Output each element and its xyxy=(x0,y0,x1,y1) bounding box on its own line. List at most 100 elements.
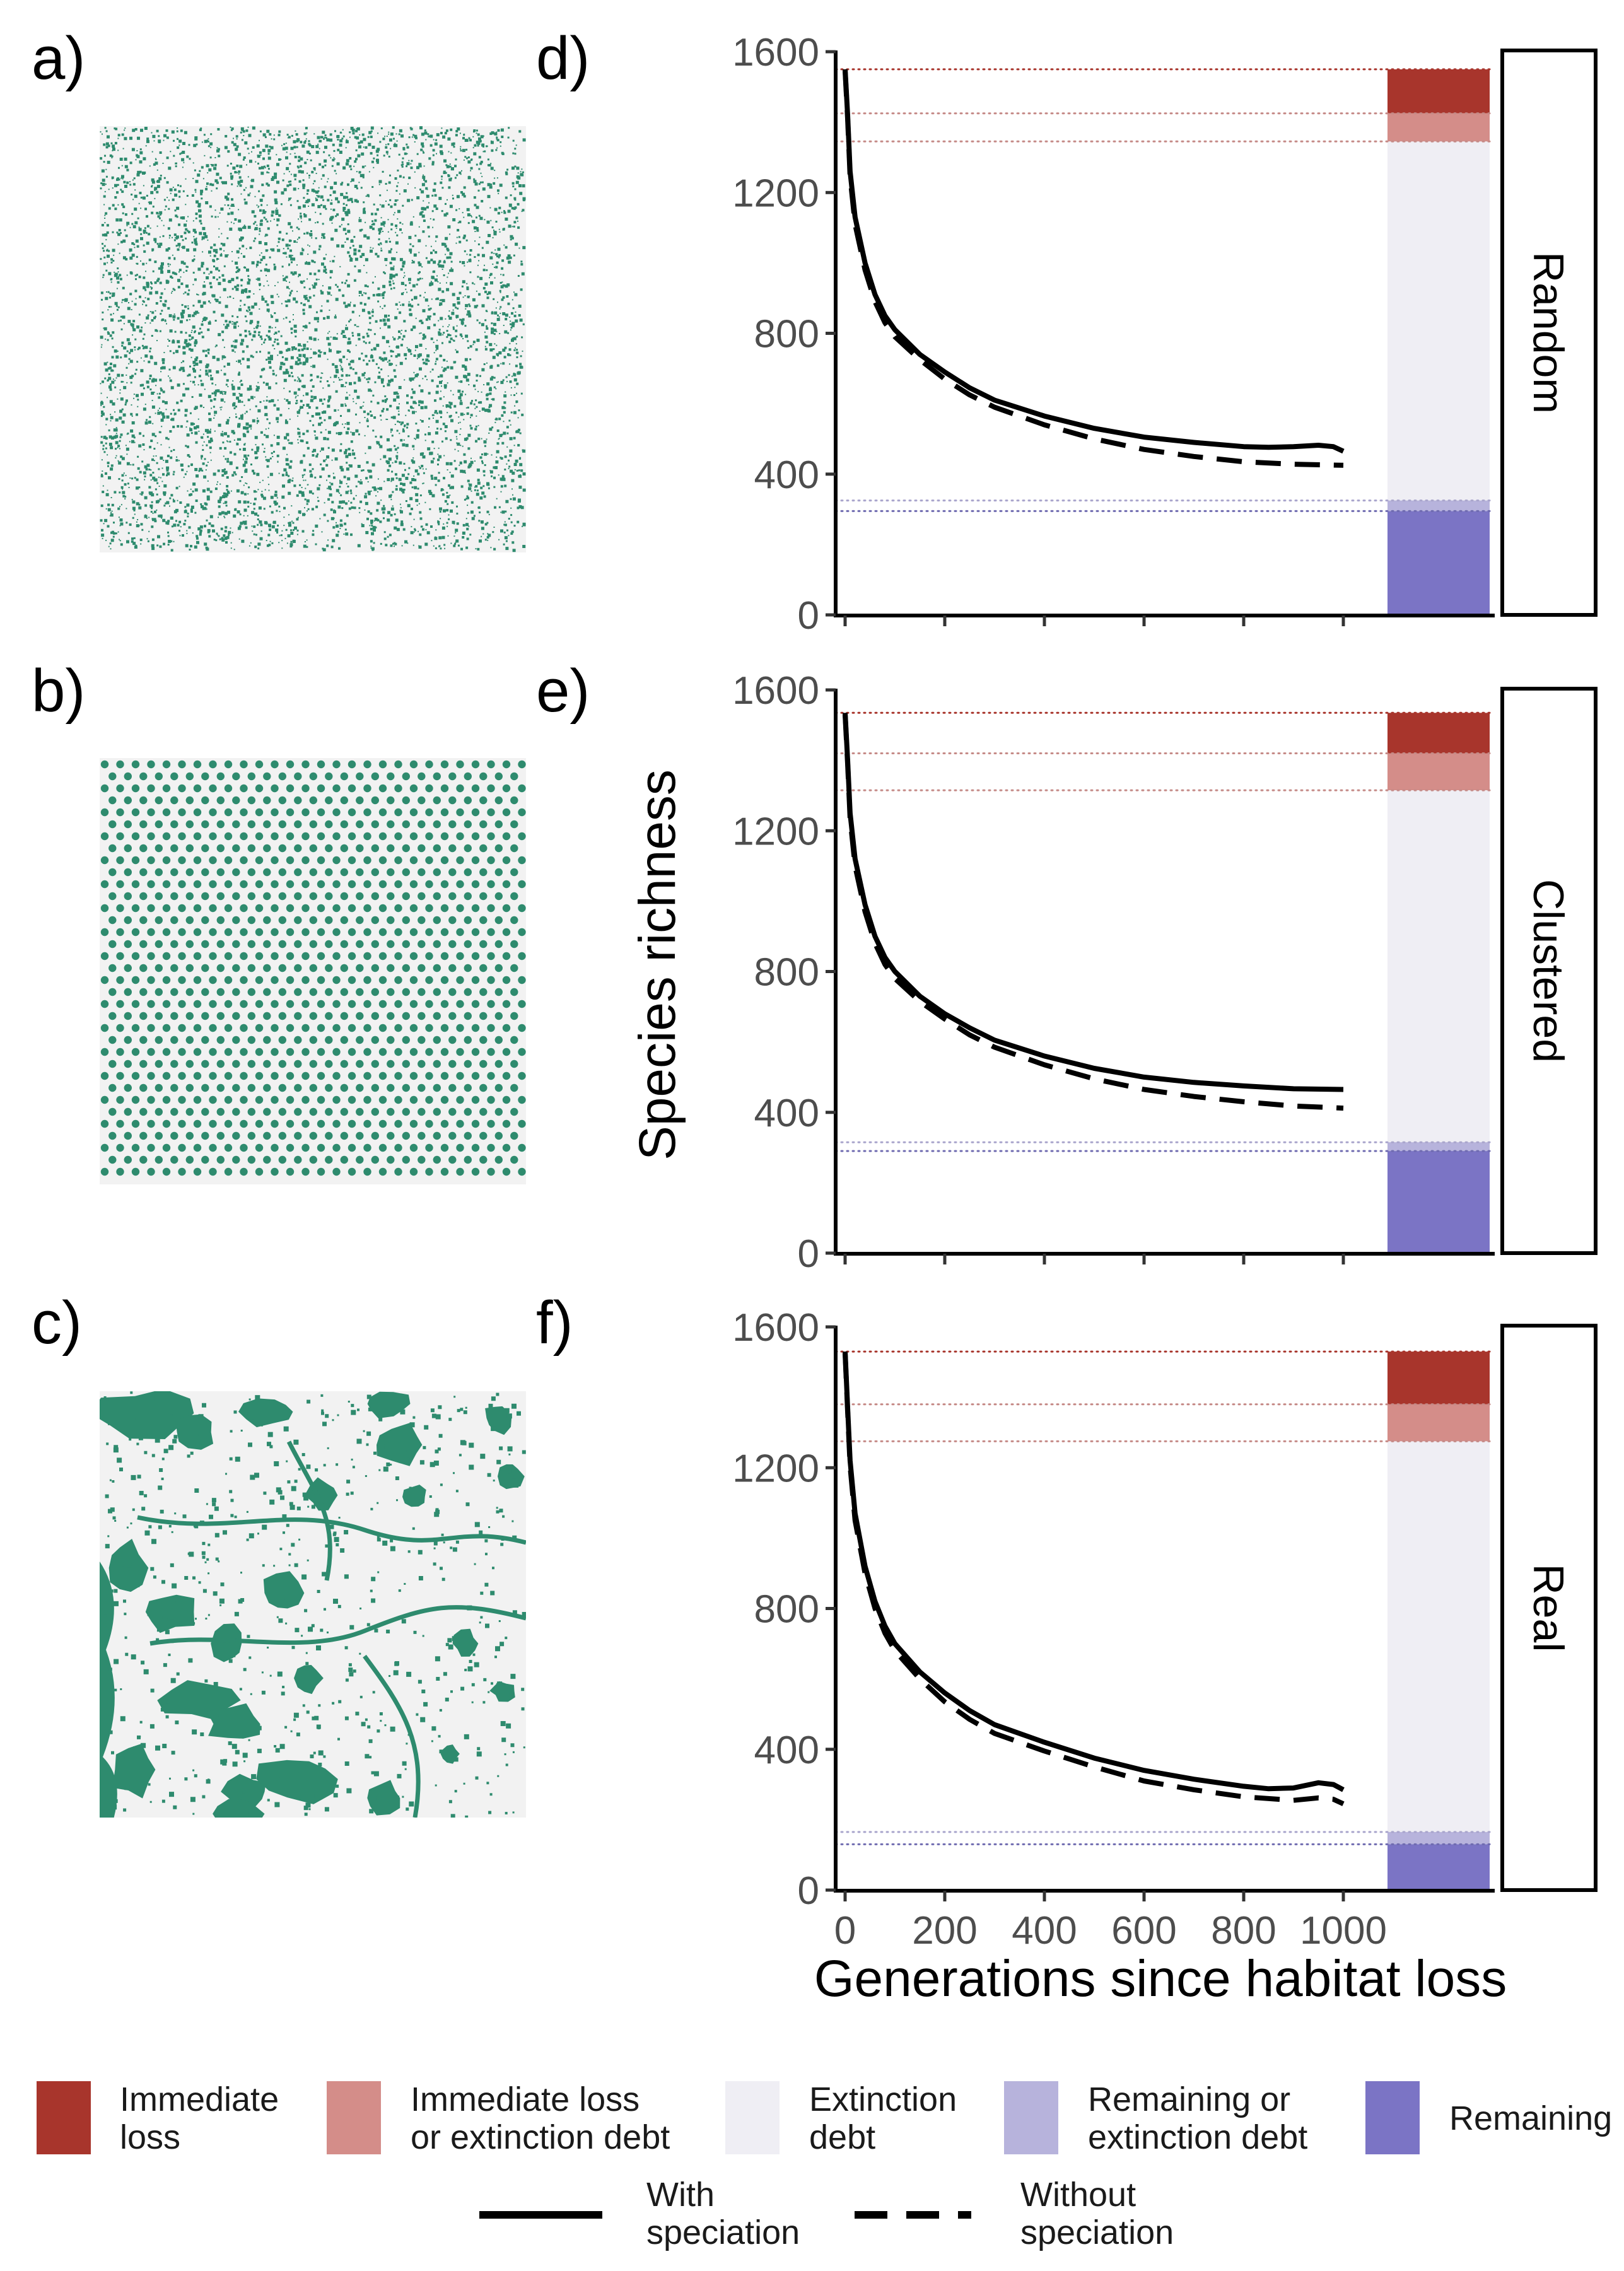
habitat-cluster xyxy=(170,1060,178,1068)
habitat-cluster xyxy=(394,1048,402,1056)
habitat-cluster xyxy=(131,1071,140,1080)
habitat-cluster xyxy=(425,1167,433,1176)
habitat-cluster xyxy=(139,1107,148,1116)
habitat-cluster xyxy=(193,1143,202,1152)
habitat-cluster xyxy=(124,1083,132,1092)
habitat-cluster xyxy=(487,832,495,841)
habitat-cluster xyxy=(332,784,341,793)
habitat-cluster xyxy=(116,784,124,793)
habitat-cluster xyxy=(456,904,464,913)
habitat-cluster xyxy=(286,1024,295,1032)
habitat-cluster xyxy=(371,772,379,781)
facet-strip xyxy=(1500,49,1598,617)
habitat-cluster xyxy=(294,772,302,781)
habitat-cluster xyxy=(464,1131,472,1140)
habitat-cluster xyxy=(479,1060,488,1068)
habitat-cluster xyxy=(409,808,418,817)
habitat-cluster xyxy=(448,820,457,829)
series-line-with-speciation xyxy=(843,713,1344,1092)
habitat-cluster xyxy=(325,1060,333,1068)
habitat-cluster xyxy=(139,1012,148,1020)
habitat-cluster xyxy=(131,1167,140,1176)
habitat-cluster xyxy=(108,1036,117,1044)
habitat-cluster xyxy=(271,1143,279,1152)
habitat-cluster xyxy=(216,1012,225,1020)
habitat-cluster xyxy=(502,832,511,841)
habitat-cluster xyxy=(409,952,418,960)
habitat-cluster xyxy=(209,904,217,913)
habitat-cluster xyxy=(201,964,209,972)
habitat-cluster xyxy=(155,892,163,901)
habitat-cluster xyxy=(232,1083,240,1092)
habitat-cluster xyxy=(178,1071,186,1080)
habitat-cluster xyxy=(193,784,202,793)
habitat-cluster xyxy=(387,820,395,829)
habitat-cluster xyxy=(448,988,457,996)
habitat-cluster xyxy=(278,1036,286,1044)
habitat-cluster xyxy=(108,988,117,996)
habitat-cluster xyxy=(116,1024,124,1032)
habitat-cluster xyxy=(139,868,148,877)
habitat-cluster xyxy=(518,880,526,889)
habitat-cluster xyxy=(371,1131,379,1140)
habitat-cluster xyxy=(317,880,325,889)
habitat-cluster xyxy=(356,1131,364,1140)
habitat-cluster xyxy=(448,1036,457,1044)
habitat-cluster xyxy=(433,1060,441,1068)
habitat-cluster xyxy=(224,1048,233,1056)
habitat-cluster xyxy=(301,1000,310,1008)
habitat-cluster xyxy=(147,976,155,984)
habitat-cluster xyxy=(255,760,264,769)
habitat-cluster xyxy=(100,1048,109,1056)
habitat-cluster xyxy=(378,952,387,960)
habitat-cluster xyxy=(240,928,248,937)
habitat-cluster xyxy=(271,904,279,913)
y-axis-title: Species richness xyxy=(629,769,686,1160)
series-line-without-speciation xyxy=(843,71,1344,468)
habitat-cluster xyxy=(240,1024,248,1032)
habitat-cluster xyxy=(378,856,387,865)
bar-segment-remaining-or-extinction-debt xyxy=(1387,1831,1490,1845)
habitat-cluster xyxy=(216,1083,225,1092)
habitat-cluster xyxy=(209,952,217,960)
habitat-cluster xyxy=(201,868,209,877)
habitat-cluster xyxy=(162,904,171,913)
habitat-cluster xyxy=(185,892,194,901)
habitat-cluster xyxy=(100,1095,109,1104)
habitat-cluster xyxy=(209,1095,217,1104)
habitat-cluster xyxy=(518,1048,526,1056)
habitat-cluster xyxy=(440,1024,449,1032)
habitat-cluster xyxy=(309,1036,317,1044)
habitat-cluster xyxy=(162,808,171,817)
habitat-cluster xyxy=(440,1071,449,1080)
habitat-cluster xyxy=(201,1060,209,1068)
habitat-cluster xyxy=(271,1024,279,1032)
habitat-cluster xyxy=(394,1119,402,1128)
habitat-cluster xyxy=(139,1060,148,1068)
habitat-cluster xyxy=(263,892,271,901)
habitat-cluster xyxy=(371,1012,379,1020)
habitat-cluster xyxy=(332,856,341,865)
habitat-cluster xyxy=(363,1024,371,1032)
habitat-cluster xyxy=(378,928,387,937)
habitat-cluster xyxy=(131,1119,140,1128)
habitat-cluster xyxy=(178,1048,186,1056)
y-tick-label: 1200 xyxy=(732,810,819,853)
habitat-cluster xyxy=(147,808,155,817)
habitat-cluster xyxy=(510,1060,518,1068)
habitat-cluster xyxy=(464,964,472,972)
habitat-cluster xyxy=(409,760,418,769)
habitat-cluster xyxy=(201,820,209,829)
habitat-cluster xyxy=(440,1143,449,1152)
habitat-cluster xyxy=(487,1024,495,1032)
habitat-cluster xyxy=(170,1036,178,1044)
habitat-cluster xyxy=(456,808,464,817)
habitat-cluster xyxy=(502,784,511,793)
habitat-cluster xyxy=(209,1143,217,1152)
habitat-cluster xyxy=(178,1000,186,1008)
habitat-cluster xyxy=(278,1131,286,1140)
habitat-cluster xyxy=(363,1143,371,1152)
habitat-cluster xyxy=(363,928,371,937)
habitat-cluster xyxy=(418,1107,426,1116)
habitat-cluster xyxy=(147,784,155,793)
